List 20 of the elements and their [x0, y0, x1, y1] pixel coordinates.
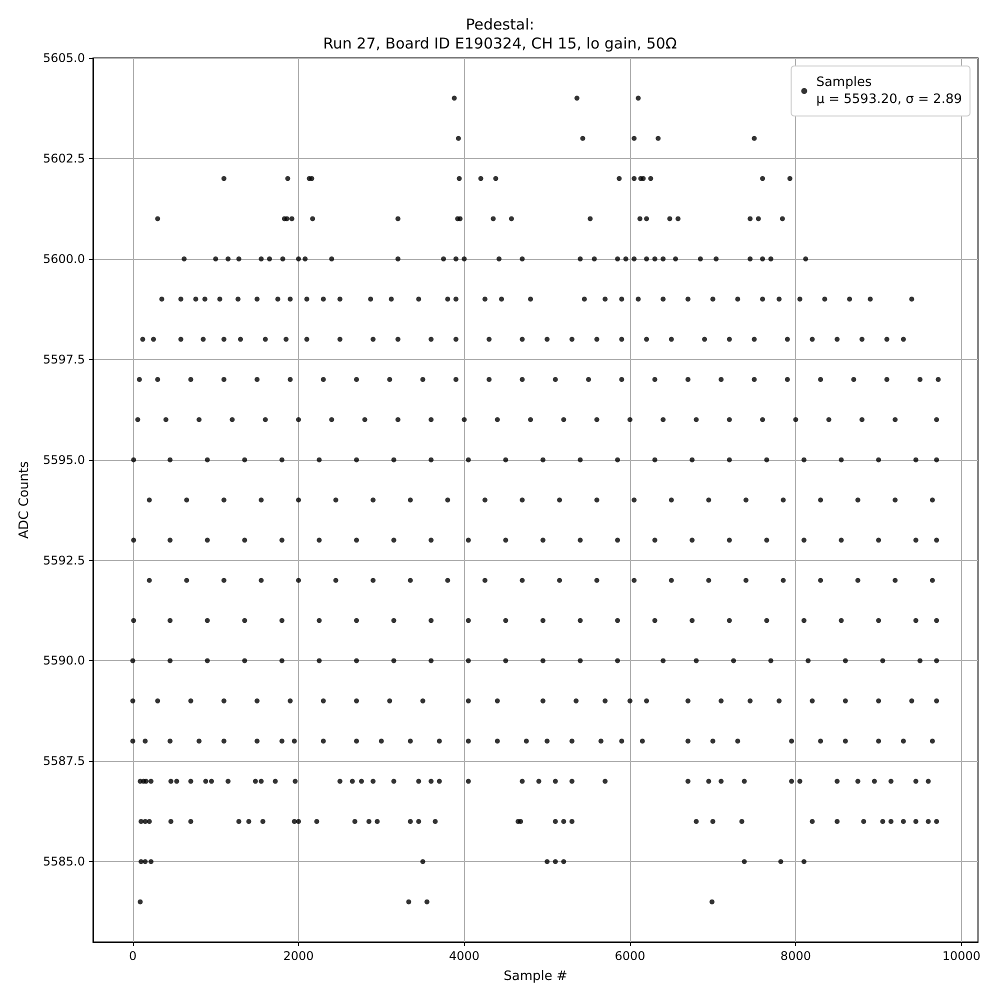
chart-subtitle: Run 27, Board ID E190324, CH 15, lo gain, 50Ω: [323, 34, 677, 52]
y-tick-label: 5600.0: [43, 252, 85, 266]
y-tick-label: 5602.5: [43, 151, 85, 166]
x-tick-label: 2000: [283, 949, 314, 963]
y-tick-label: 5585.0: [43, 854, 85, 869]
x-tick-label: 8000: [780, 949, 811, 963]
y-tick-label: 5592.5: [43, 553, 85, 568]
x-tick-label: 4000: [448, 949, 480, 963]
y-tick-label: 5587.5: [43, 754, 85, 768]
chart-title: Pedestal:: [466, 16, 534, 34]
y-tick-label: 5590.0: [43, 654, 85, 668]
x-axis-title: Sample #: [504, 969, 568, 984]
x-tick-label: 0: [128, 949, 137, 963]
x-tick-label: 10000: [942, 949, 981, 963]
y-tick-label: 5605.0: [43, 51, 85, 65]
y-axis-title: ADC Counts: [17, 461, 32, 539]
x-tick-label: 6000: [614, 949, 646, 963]
legend-label: Samples μ = 5593.20, σ = 2.89: [816, 75, 962, 107]
y-tick-label: 5597.5: [43, 352, 85, 366]
y-tick-label: 5595.0: [43, 452, 85, 467]
